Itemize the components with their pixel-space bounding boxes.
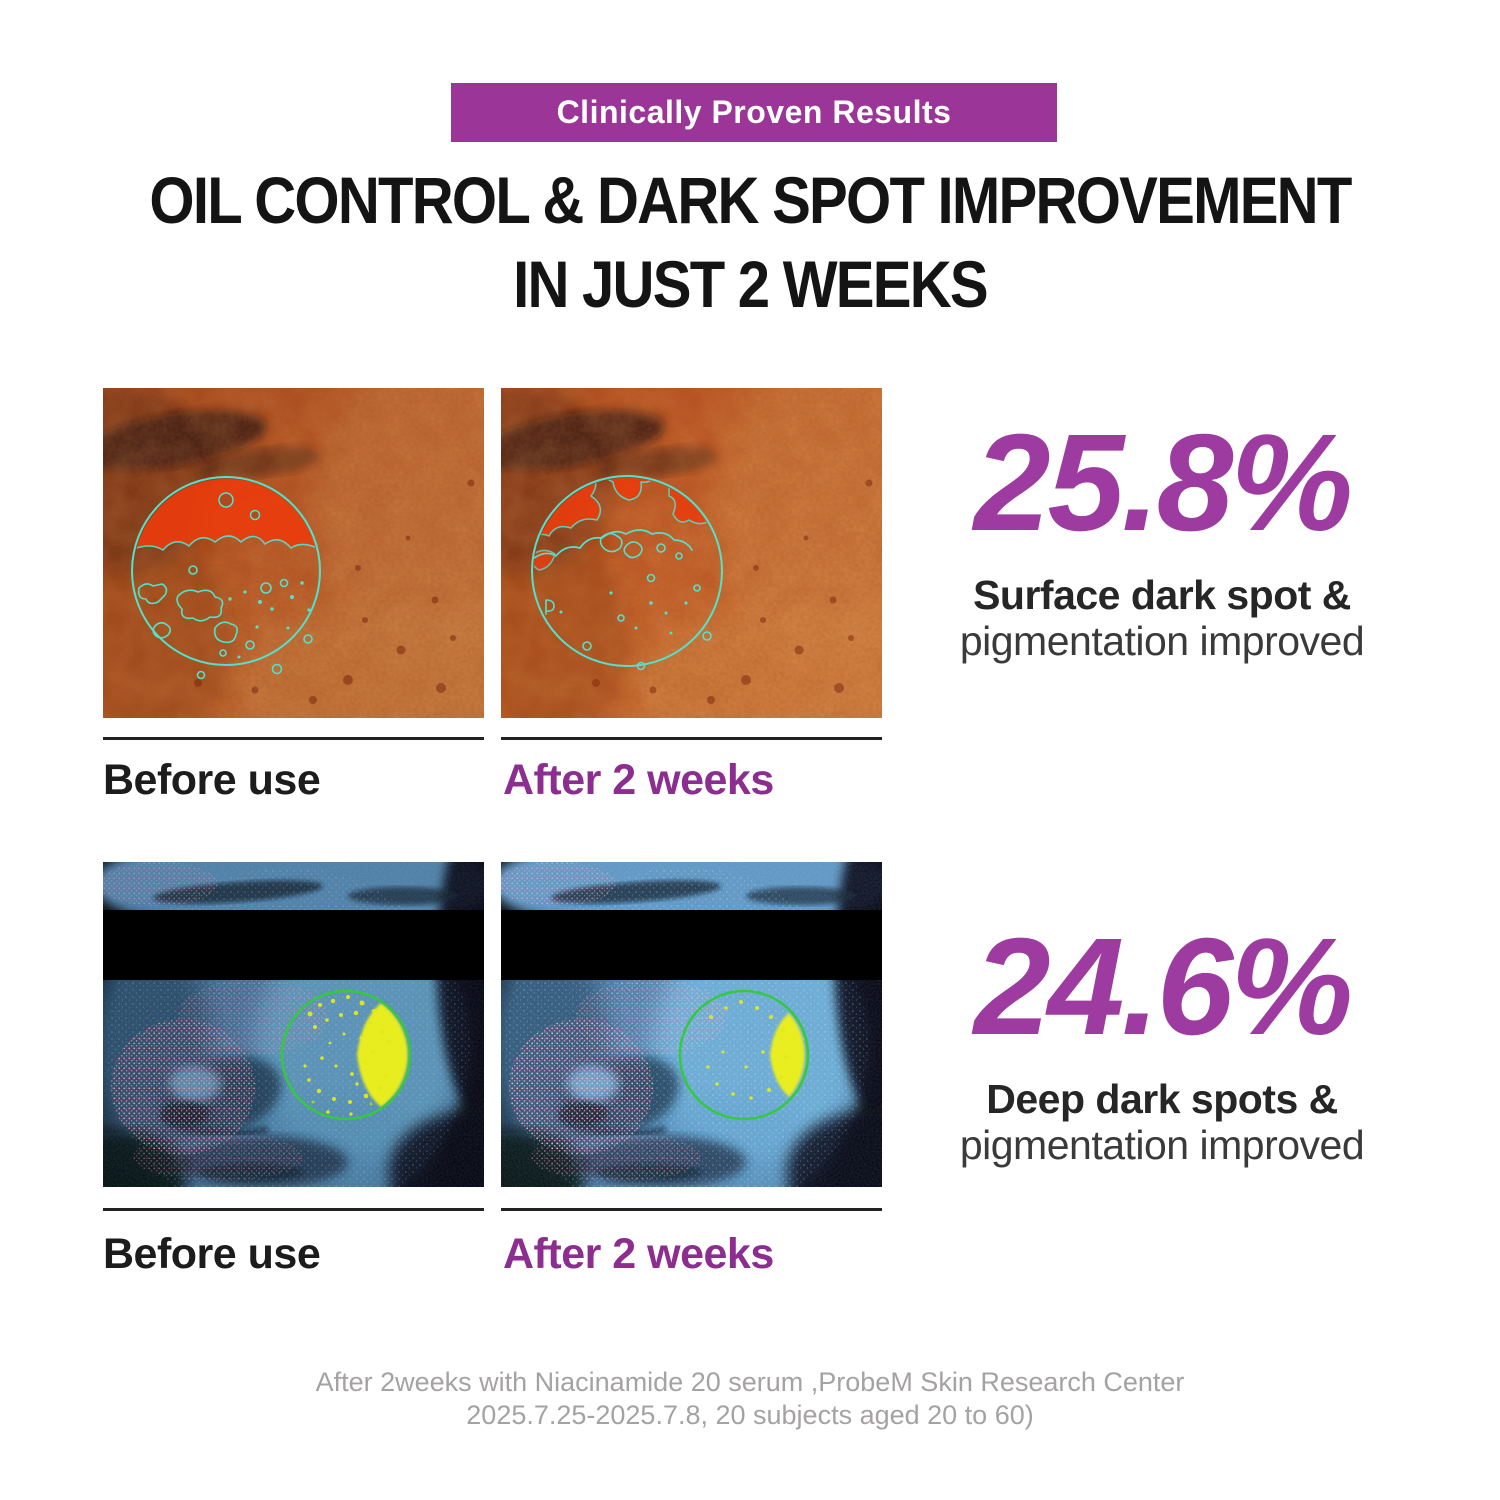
after-label-surface: After 2 weeks xyxy=(503,756,774,804)
uv-face xyxy=(103,862,484,1187)
skin-texture xyxy=(103,388,484,718)
stat-value-deep: 24.6% xyxy=(973,910,1353,1064)
stat-desc-regular-surface: pigmentation improved xyxy=(959,618,1365,664)
stat-deep: 24.6% Deep dark spots & pigmentation imp… xyxy=(912,910,1412,1168)
photo-surface-before xyxy=(103,388,484,718)
before-label-surface: Before use xyxy=(103,756,321,804)
footer-line-2: 2025.7.25-2025.7.8, 20 subjects aged 20 … xyxy=(466,1400,1034,1430)
banner-label: Clinically Proven Results xyxy=(556,94,952,130)
divider-line xyxy=(501,1208,882,1211)
before-label-deep: Before use xyxy=(103,1230,321,1278)
banner: Clinically Proven Results xyxy=(451,83,1057,142)
stat-desc-regular-deep: pigmentation improved xyxy=(959,1122,1365,1168)
uv-face xyxy=(501,862,882,1187)
page-title: OIL CONTROL & DARK SPOT IMPROVEMENT IN J… xyxy=(0,158,1500,326)
stat-value-surface: 25.8% xyxy=(973,406,1353,560)
footer: After 2weeks with Niacinamide 20 serum ,… xyxy=(0,1366,1500,1432)
after-label-deep: After 2 weeks xyxy=(503,1230,774,1278)
photo-uv-after xyxy=(501,862,882,1187)
footer-line-1: After 2weeks with Niacinamide 20 serum ,… xyxy=(315,1367,1185,1397)
divider-line xyxy=(103,1208,484,1211)
photo-uv-before xyxy=(103,862,484,1187)
stat-surface: 25.8% Surface dark spot & pigmentation i… xyxy=(912,406,1412,664)
divider-line xyxy=(103,737,484,740)
divider-line xyxy=(501,737,882,740)
stat-desc-bold-surface: Surface dark spot & xyxy=(973,572,1351,618)
stat-desc-bold-deep: Deep dark spots & xyxy=(986,1076,1338,1122)
title-line-1: OIL CONTROL & DARK SPOT IMPROVEMENT xyxy=(149,163,1352,237)
photo-surface-after xyxy=(501,388,882,718)
title-line-2: IN JUST 2 WEEKS xyxy=(513,247,989,321)
